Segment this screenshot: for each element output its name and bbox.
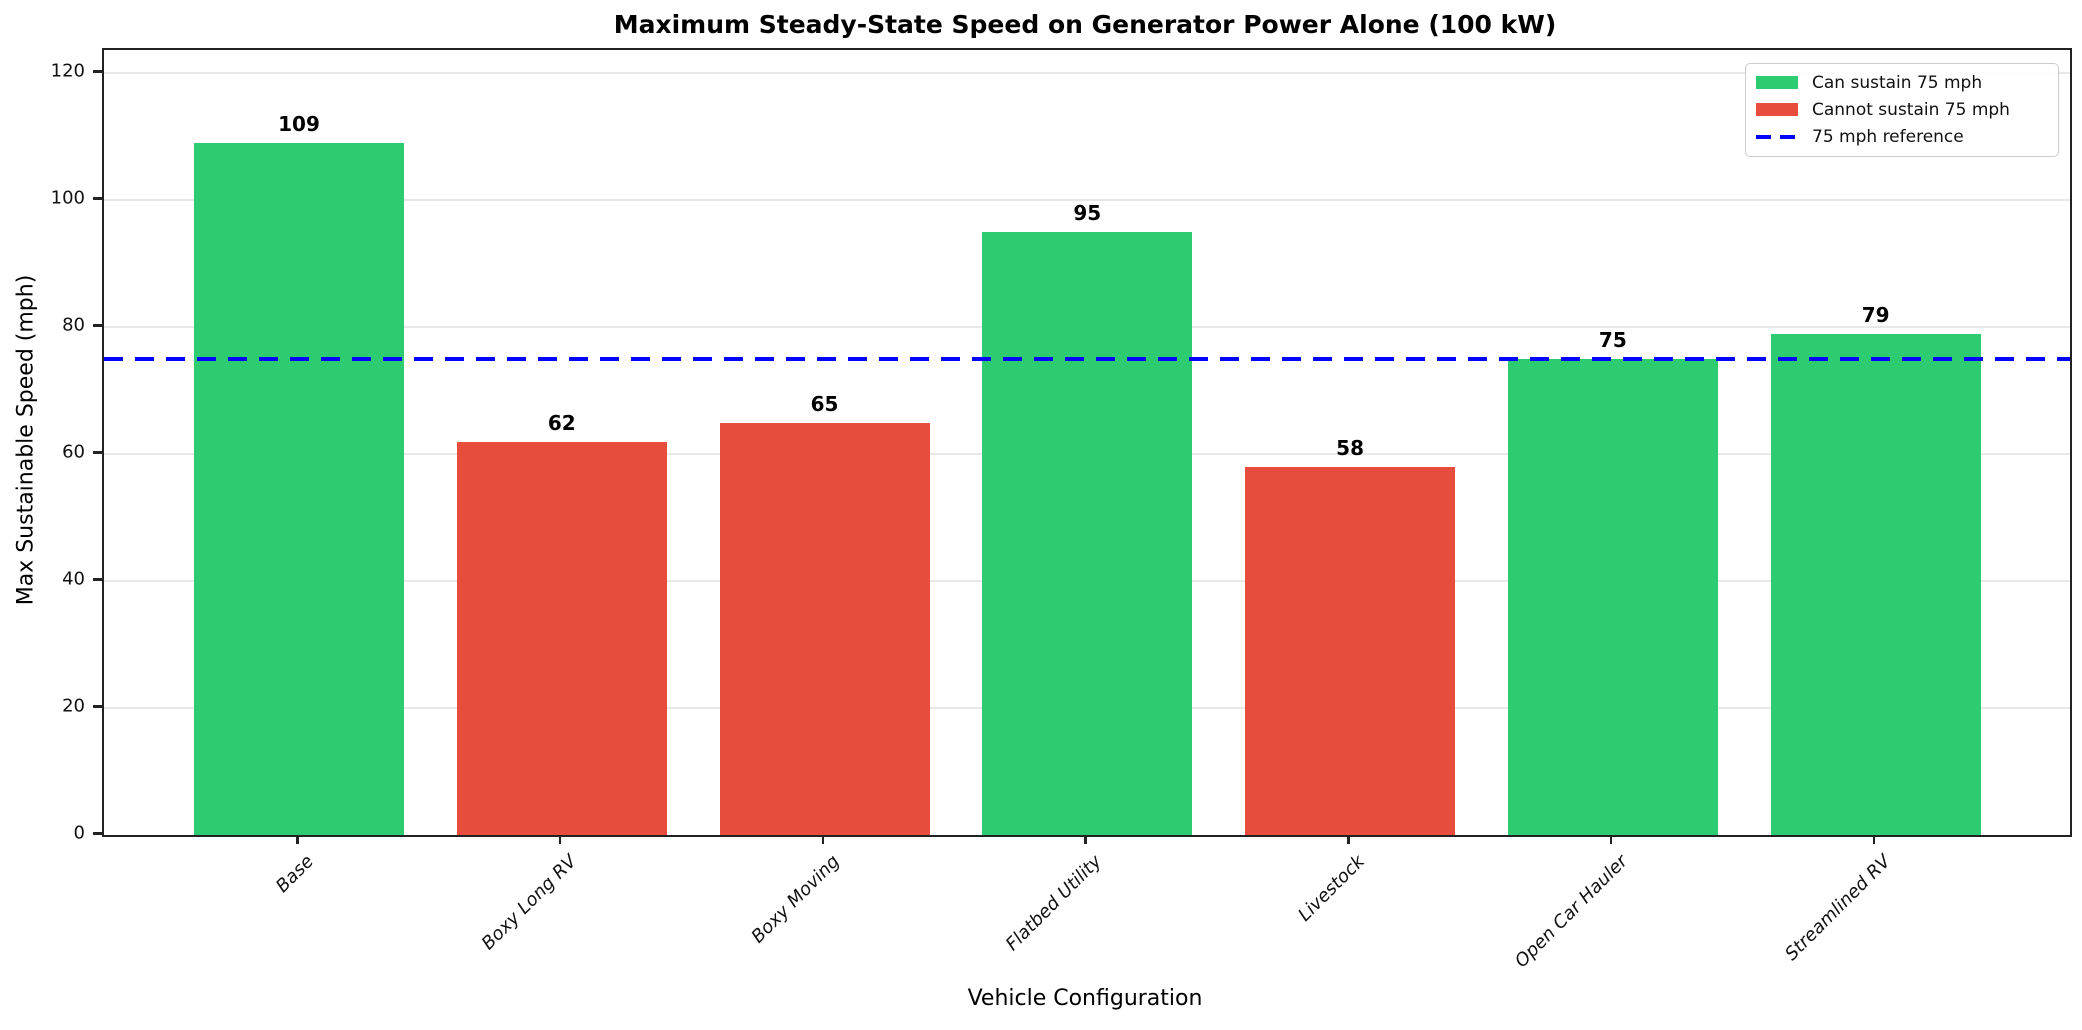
legend: Can sustain 75 mph Cannot sustain 75 mph 7…	[1745, 63, 2059, 157]
y-axis-tick	[93, 70, 102, 73]
x-axis-tick	[1084, 835, 1087, 844]
legend-dash-sample-reference	[1756, 135, 1798, 140]
x-tick-label-boxy-long-rv: Boxy Long RV	[477, 851, 581, 955]
y-tick-label: 0	[73, 822, 85, 844]
x-tick-label-open-car-hauler: Open Car Hauler	[1510, 851, 1632, 972]
x-tick-label-livestock: Livestock	[1294, 851, 1369, 926]
x-axis-tick	[296, 835, 299, 844]
gridline-100	[104, 199, 2070, 202]
bar-boxy-moving	[719, 422, 930, 835]
legend-item-cannot-sustain: Cannot sustain 75 mph	[1756, 100, 2048, 120]
chart-title: Maximum Steady-State Speed on Generator …	[613, 10, 1557, 39]
legend-swatch-can-sustain	[1756, 76, 1798, 90]
bar-flatbed-utility	[982, 232, 1193, 835]
y-tick-label: 100	[50, 187, 85, 209]
legend-swatch-cannot-sustain	[1756, 103, 1798, 117]
bar-base	[194, 143, 404, 835]
x-axis-tick	[1609, 835, 1613, 844]
bar-value-label-streamlined-rv: 79	[1861, 302, 1890, 327]
x-axis-tick	[1347, 835, 1350, 844]
y-axis-tick	[93, 578, 102, 581]
bar-value-label-open-car-hauler: 75	[1598, 328, 1627, 353]
y-axis-tick	[93, 324, 102, 327]
y-axis-tick	[93, 832, 102, 835]
bar-open-car-hauler	[1507, 359, 1718, 835]
legend-label-can-sustain: Can sustain 75 mph	[1812, 72, 1983, 93]
bar-value-label-livestock: 58	[1336, 435, 1364, 460]
x-axis-label: Vehicle Configuration	[967, 986, 1203, 1011]
x-axis-tick	[1872, 835, 1876, 844]
x-tick-label-base: Base	[271, 851, 318, 897]
legend-label-reference: 75 mph reference	[1812, 127, 1964, 148]
legend-label-cannot-sustain: Cannot sustain 75 mph	[1812, 99, 2010, 120]
y-tick-label: 120	[50, 60, 85, 82]
bar-value-label-boxy-long-rv: 62	[547, 410, 576, 435]
bar-boxy-long-rv	[456, 441, 667, 835]
x-tick-label-flatbed-utility: Flatbed Utility	[1002, 851, 1107, 955]
bar-streamlined-rv	[1770, 333, 1981, 835]
x-tick-label-streamlined-rv: Streamlined RV	[1780, 851, 1895, 965]
y-tick-label: 20	[62, 695, 85, 717]
y-axis-tick	[93, 197, 102, 200]
bar-value-label-flatbed-utility: 95	[1073, 201, 1102, 226]
y-axis-tick	[93, 451, 102, 454]
y-tick-label: 80	[62, 314, 85, 336]
bar-value-label-boxy-moving: 65	[810, 391, 839, 416]
x-axis-tick	[558, 835, 562, 844]
legend-item-reference: 75 mph reference	[1756, 127, 2048, 147]
reference-line-75mph	[104, 357, 2070, 362]
y-tick-label: 60	[62, 441, 85, 463]
bar-value-label-base: 109	[278, 112, 320, 137]
x-tick-label-boxy-moving: Boxy Moving	[746, 851, 844, 948]
bar-livestock	[1245, 466, 1456, 835]
y-tick-label: 40	[62, 568, 85, 590]
x-axis-tick	[821, 835, 825, 844]
gridline-120	[104, 72, 2070, 75]
plot-area: Can sustain 75 mph Cannot sustain 75 mph 7…	[102, 48, 2072, 837]
legend-item-can-sustain: Can sustain 75 mph	[1756, 73, 2048, 93]
y-axis-tick	[93, 705, 102, 708]
